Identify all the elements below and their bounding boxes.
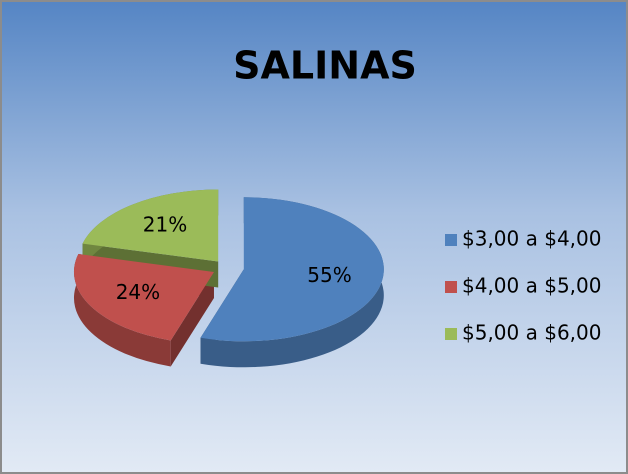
data-label: 55%: [307, 263, 351, 287]
legend-swatch: [445, 281, 457, 293]
slice: [73, 254, 214, 341]
slice: [200, 197, 384, 342]
legend-swatch: [445, 328, 457, 340]
slice-side: [73, 254, 171, 367]
legend-label: $5,00 a $6,00: [462, 321, 601, 345]
legend-label: $3,00 a $4,00: [462, 227, 601, 251]
slice: [82, 189, 219, 262]
legend-swatch: [445, 234, 457, 246]
legend-label: $4,00 a $5,00: [462, 274, 601, 298]
chart-title: SALINAS: [233, 44, 417, 88]
data-label: 24%: [116, 280, 160, 304]
data-label: 21%: [143, 213, 187, 237]
